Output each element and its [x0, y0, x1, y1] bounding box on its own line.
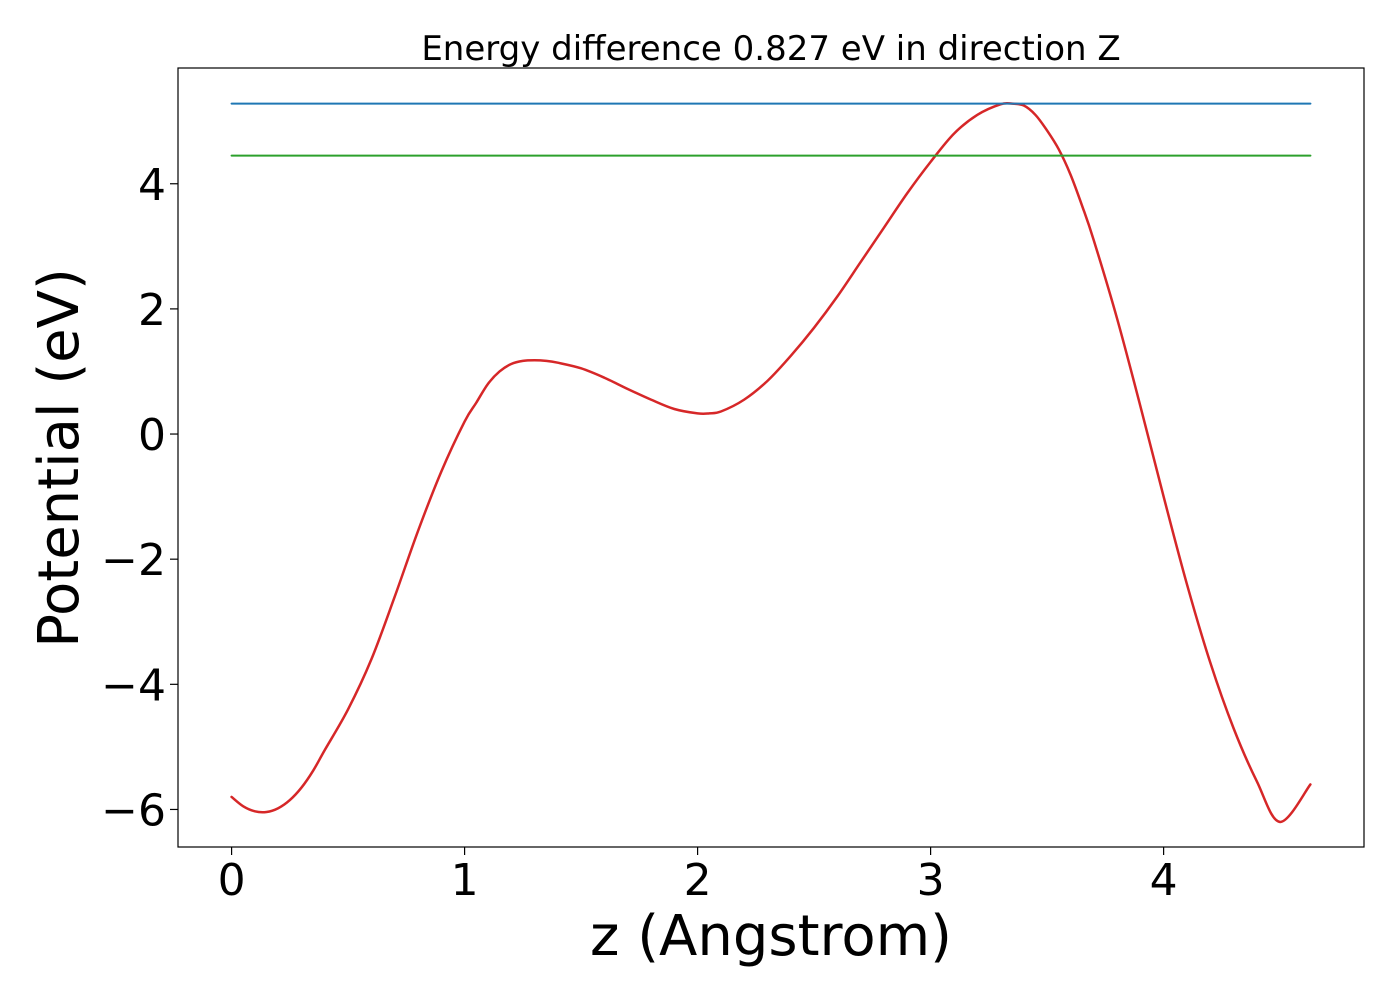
- x-tick-label: 1: [451, 855, 479, 906]
- x-axis-label: z (Angstrom): [590, 904, 952, 969]
- y-tick-label: −2: [101, 535, 166, 586]
- y-tick-label: 2: [138, 285, 166, 336]
- y-tick-label: −6: [101, 785, 166, 836]
- y-tick-label: 0: [138, 410, 166, 461]
- x-tick-label: 0: [218, 855, 246, 906]
- y-tick-label: −4: [101, 660, 166, 711]
- x-tick-label: 4: [1150, 855, 1178, 906]
- plot-area: 0 1 2 3 4 −6 −4 −2 0 2 4: [101, 67, 1365, 906]
- y-tick-label: 4: [138, 160, 166, 211]
- axes-frame: [177, 67, 1365, 848]
- x-tick-label: 2: [684, 855, 712, 906]
- y-axis-label: Potential (eV): [27, 268, 92, 648]
- x-tick-label: 3: [917, 855, 945, 906]
- chart-title: Energy difference 0.827 eV in direction …: [421, 29, 1120, 69]
- potential-curve: [230, 101, 1312, 824]
